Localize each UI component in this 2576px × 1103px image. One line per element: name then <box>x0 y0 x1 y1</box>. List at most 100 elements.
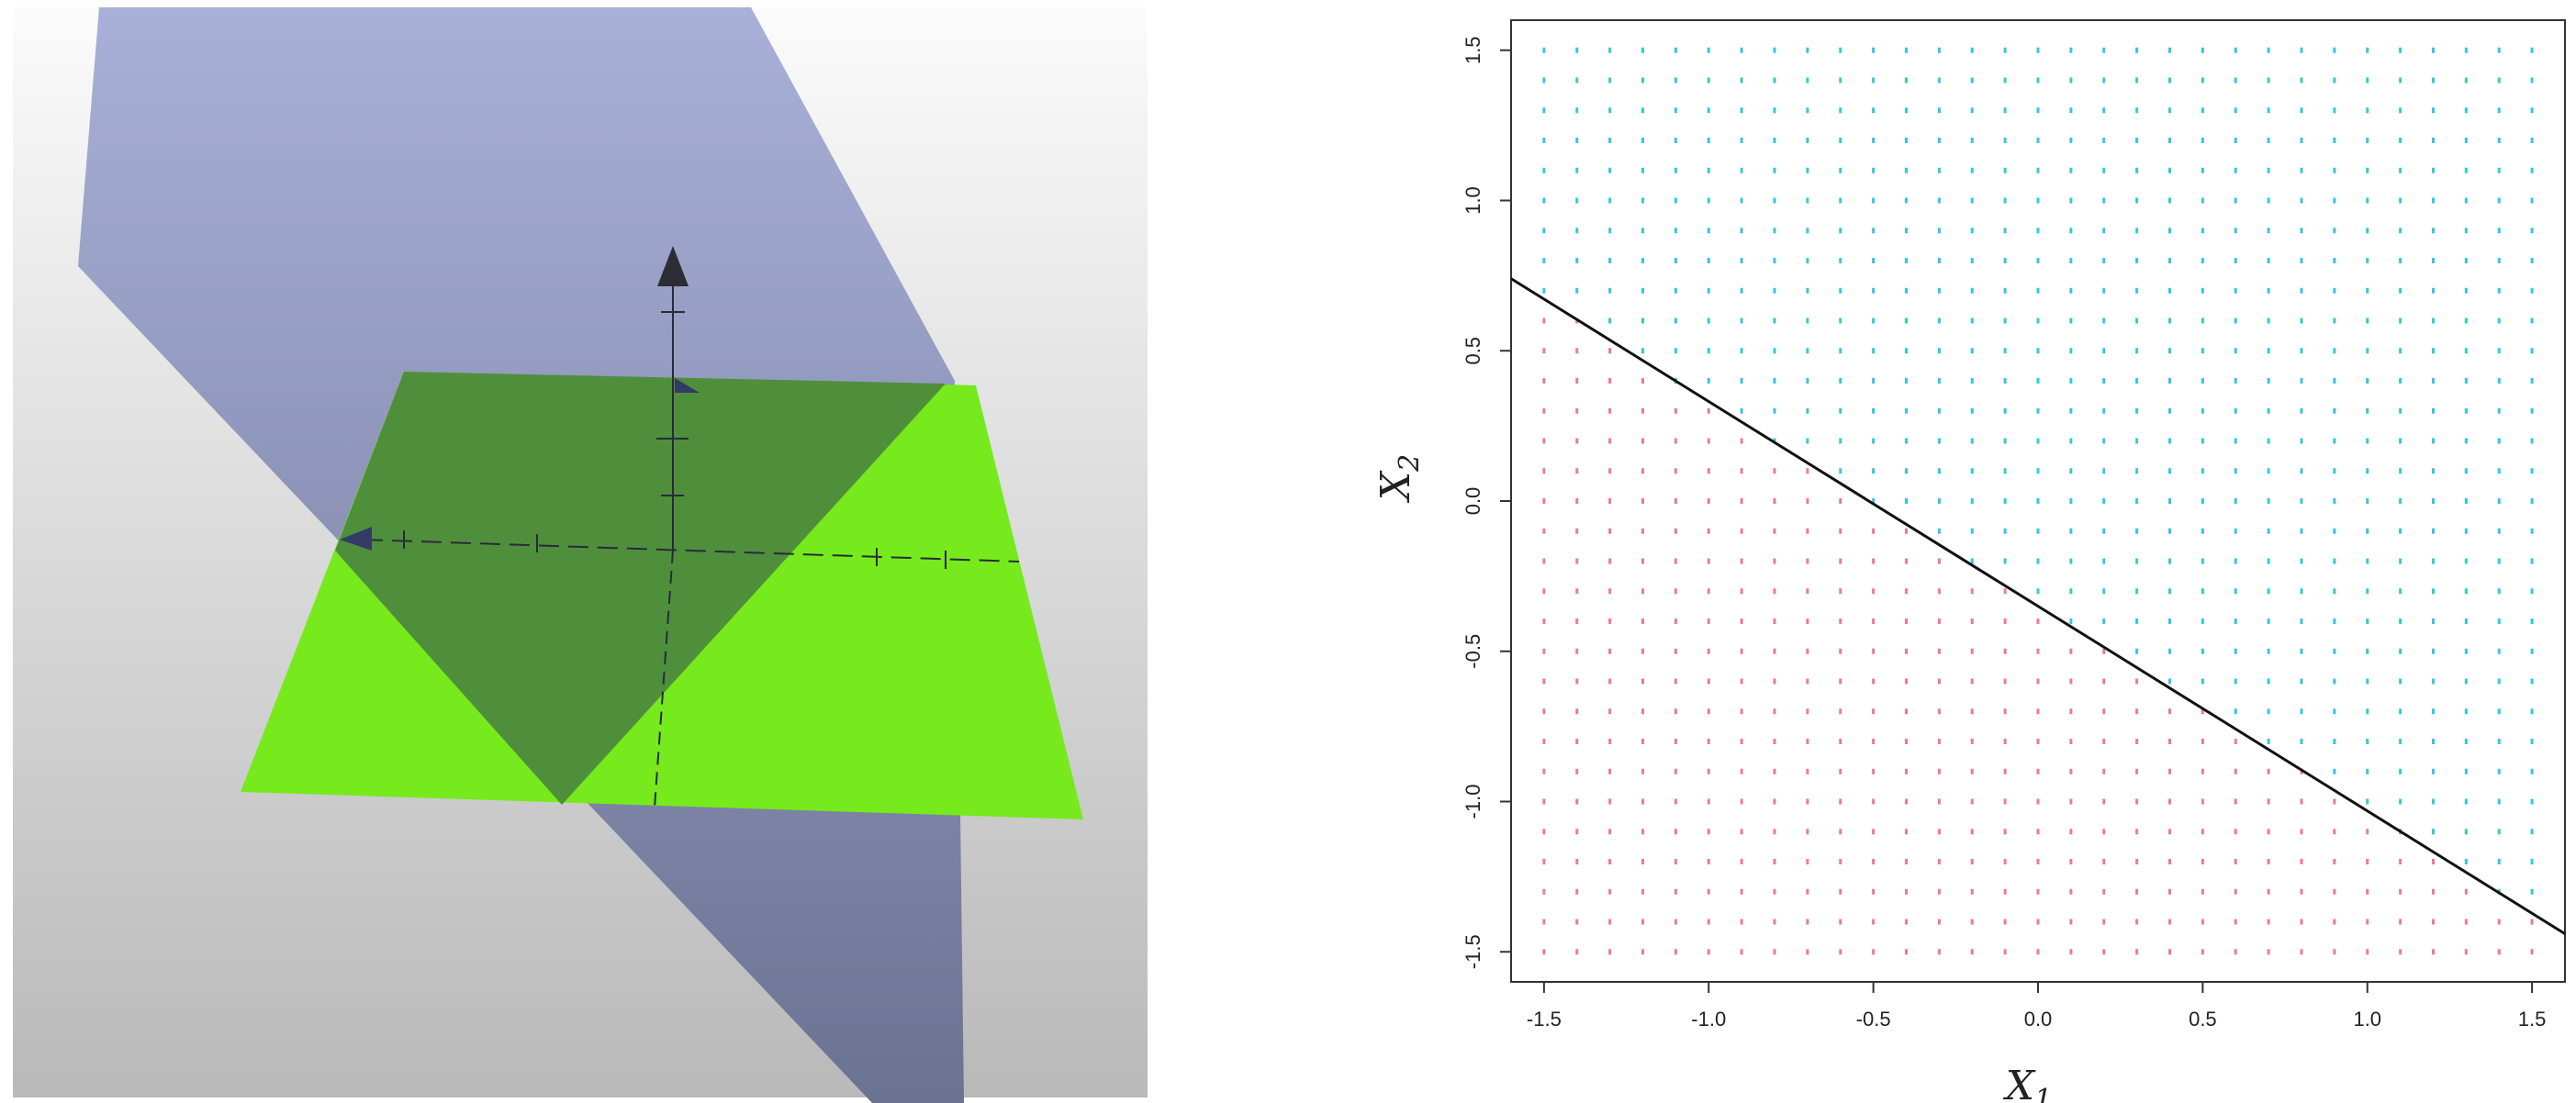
grid-point <box>1905 107 1908 114</box>
grid-point <box>2168 648 2171 654</box>
grid-point <box>2201 167 2204 173</box>
grid-point <box>1740 197 1743 204</box>
grid-point <box>2464 618 2468 624</box>
y-tick-label: -1.5 <box>1462 934 1484 969</box>
x-tick-label: 1.5 <box>2518 1008 2547 1031</box>
grid-point <box>2003 228 2007 234</box>
grid-point <box>2036 888 2040 895</box>
grid-point <box>2530 888 2534 895</box>
grid-point <box>2399 888 2402 895</box>
grid-point <box>2036 498 2040 504</box>
grid-point <box>2036 528 2040 534</box>
grid-point <box>1641 468 1644 474</box>
grid-point <box>1905 47 1908 53</box>
grid-point <box>1806 708 1809 715</box>
grid-point <box>2366 739 2369 744</box>
grid-point <box>1641 228 1644 234</box>
grid-point <box>1970 708 1974 715</box>
grid-point <box>2366 859 2369 864</box>
grid-point <box>1608 287 1612 294</box>
grid-point <box>2366 77 2369 84</box>
grid-point <box>2300 558 2303 564</box>
grid-point <box>1707 407 1710 414</box>
grid-point <box>2168 829 2171 835</box>
grid-point <box>2036 138 2040 143</box>
grid-point <box>1542 348 1546 354</box>
grid-point <box>2036 618 2040 624</box>
grid-point <box>2135 528 2139 534</box>
grid-point <box>1872 498 1876 504</box>
grid-point <box>2530 558 2534 564</box>
grid-point <box>1839 138 1842 143</box>
grid-point <box>2003 768 2007 774</box>
grid-point <box>1707 167 1710 173</box>
grid-point <box>2168 138 2171 143</box>
grid-point <box>1970 107 1974 114</box>
grid-point <box>2036 708 2040 715</box>
grid-point <box>2300 829 2303 835</box>
grid-point <box>2333 318 2336 324</box>
grid-point <box>2168 468 2171 474</box>
grid-point <box>1839 648 1842 654</box>
grid-point <box>2300 197 2303 204</box>
grid-point <box>2464 287 2468 294</box>
grid-point <box>2464 348 2468 354</box>
grid-point <box>2333 678 2336 685</box>
grid-point <box>1773 228 1776 234</box>
grid-point <box>1740 558 1743 564</box>
grid-point <box>2530 138 2534 143</box>
grid-point <box>1707 287 1710 294</box>
grid-point <box>1608 77 1612 84</box>
grid-point <box>2102 438 2106 444</box>
grid-point <box>2399 318 2402 324</box>
grid-point <box>1740 648 1743 654</box>
grid-point <box>1905 798 1908 805</box>
grid-point <box>2168 708 2171 715</box>
grid-point <box>2102 678 2106 685</box>
grid-point <box>1641 829 1644 835</box>
grid-point <box>1707 798 1710 805</box>
grid-point <box>2267 407 2270 414</box>
grid-point <box>1905 829 1908 835</box>
grid-point <box>2333 378 2336 384</box>
grid-point <box>2234 888 2237 895</box>
y-tick-label: 0.5 <box>1462 337 1484 365</box>
grid-point <box>2300 47 2303 53</box>
grid-point <box>1773 949 1776 955</box>
grid-point <box>1937 949 1941 955</box>
grid-point <box>2003 77 2007 84</box>
grid-point <box>2432 197 2435 204</box>
grid-point <box>2168 919 2171 925</box>
grid-point <box>2234 708 2237 715</box>
grid-point <box>2497 678 2501 685</box>
grid-point <box>2300 468 2303 474</box>
grid-point <box>2135 77 2139 84</box>
grid-point <box>1608 167 1612 173</box>
grid-point <box>1937 829 1941 835</box>
grid-point <box>2366 528 2369 534</box>
grid-point <box>2432 407 2435 414</box>
grid-point <box>2102 138 2106 143</box>
grid-point <box>1707 648 1710 654</box>
grid-point <box>1641 708 1644 715</box>
grid-point <box>1674 318 1677 324</box>
grid-point <box>2399 407 2402 414</box>
grid-point <box>2399 47 2402 53</box>
grid-point <box>2267 318 2270 324</box>
grid-point <box>2464 318 2468 324</box>
grid-point <box>2333 107 2336 114</box>
grid-point <box>2003 107 2007 114</box>
grid-point <box>2267 348 2270 354</box>
grid-point <box>2036 588 2040 595</box>
grid-point <box>1872 138 1876 143</box>
grid-point <box>1937 648 1941 654</box>
grid-point <box>1937 859 1941 864</box>
x-tick-label: -1.0 <box>1691 1008 1726 1031</box>
grid-point <box>1937 258 1941 263</box>
grid-point <box>1970 287 1974 294</box>
grid-point <box>2267 468 2270 474</box>
grid-point <box>2234 407 2237 414</box>
grid-point <box>2135 258 2139 263</box>
grid-point <box>2267 197 2270 204</box>
grid-point <box>2234 318 2237 324</box>
